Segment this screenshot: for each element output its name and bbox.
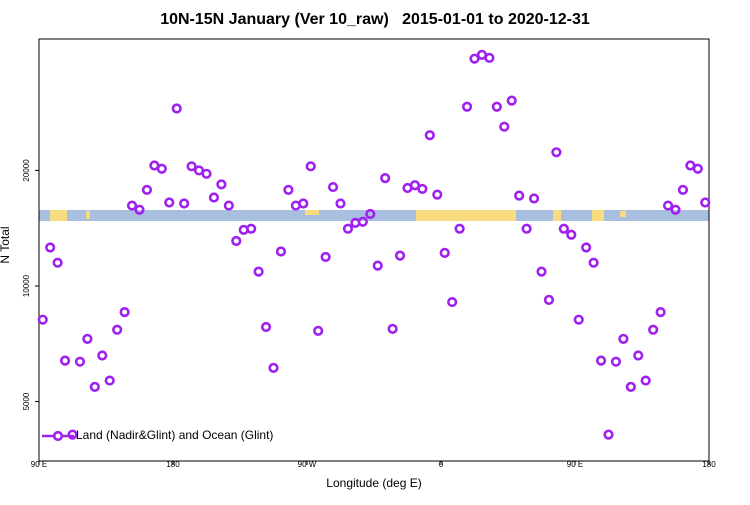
point xyxy=(82,333,93,345)
point xyxy=(320,251,331,263)
point xyxy=(640,375,651,386)
point xyxy=(603,429,614,440)
y-tick-label: 10000 xyxy=(22,274,31,297)
point xyxy=(313,325,324,336)
y-tick-label: 5000 xyxy=(22,392,31,410)
point xyxy=(394,250,406,261)
point xyxy=(417,183,428,195)
point xyxy=(595,355,607,366)
point xyxy=(648,324,659,335)
chart-title: 10N-15N January (Ver 10_raw) 2015-01-01 … xyxy=(160,11,590,28)
point xyxy=(551,147,562,158)
point xyxy=(223,200,234,211)
point xyxy=(97,350,108,361)
point xyxy=(216,179,227,190)
x-axis-label: Longitude (deg E) xyxy=(326,476,421,490)
point xyxy=(112,324,123,335)
point xyxy=(692,163,703,174)
point xyxy=(588,257,599,268)
point xyxy=(74,356,86,367)
point xyxy=(439,247,450,258)
point xyxy=(246,223,257,234)
point xyxy=(67,429,78,440)
point xyxy=(432,189,443,200)
point xyxy=(275,246,287,257)
point xyxy=(283,184,294,195)
point xyxy=(305,161,316,172)
point xyxy=(618,333,629,345)
point xyxy=(469,53,480,64)
point xyxy=(208,192,220,203)
x-tick-label: 180 xyxy=(702,460,716,469)
point xyxy=(581,242,592,253)
point xyxy=(260,321,272,333)
point xyxy=(134,204,145,215)
x-tick-label: 90 E xyxy=(567,460,583,469)
point xyxy=(514,190,525,201)
point xyxy=(573,314,584,325)
point xyxy=(670,204,681,215)
point xyxy=(677,184,689,195)
point xyxy=(164,197,175,208)
point xyxy=(380,173,391,184)
point xyxy=(268,362,279,373)
point xyxy=(633,350,644,361)
point xyxy=(253,266,264,277)
point xyxy=(491,101,502,112)
x-tick-label: 90 W xyxy=(298,460,317,469)
point xyxy=(104,375,115,386)
plot-frame xyxy=(38,38,710,462)
point xyxy=(484,52,495,63)
point xyxy=(499,121,510,132)
point xyxy=(424,130,435,141)
point xyxy=(89,381,100,392)
point xyxy=(610,356,622,367)
point xyxy=(141,184,153,195)
point xyxy=(186,161,197,172)
point xyxy=(335,198,346,209)
point xyxy=(372,260,383,271)
point xyxy=(126,200,138,211)
point xyxy=(536,266,547,277)
point xyxy=(45,242,56,253)
point xyxy=(454,223,465,234)
point xyxy=(662,200,674,211)
point xyxy=(506,95,517,106)
point xyxy=(342,223,354,234)
point xyxy=(461,101,473,112)
x-tick-label: 180 xyxy=(166,460,180,469)
x-tick-label: 0 xyxy=(439,460,444,469)
point xyxy=(52,257,63,268)
point xyxy=(409,180,421,191)
legend-marker xyxy=(52,430,64,442)
point xyxy=(119,307,130,318)
point xyxy=(298,198,309,209)
point xyxy=(365,208,376,220)
point xyxy=(59,355,71,366)
point xyxy=(179,198,190,209)
point xyxy=(528,193,540,204)
point xyxy=(37,314,48,325)
point xyxy=(231,235,242,247)
x-tick-label: 90 E xyxy=(31,460,47,469)
point xyxy=(327,181,339,193)
point xyxy=(201,168,212,179)
y-axis-label: N Total xyxy=(0,226,12,263)
point xyxy=(655,307,666,318)
y-tick-label: 20000 xyxy=(22,159,31,182)
point xyxy=(566,229,577,240)
point xyxy=(558,223,569,234)
point xyxy=(171,103,182,114)
point xyxy=(447,296,458,308)
point xyxy=(625,381,636,392)
legend-label: Land (Nadir&Glint) and Ocean (Glint) xyxy=(76,428,273,442)
point xyxy=(543,294,555,305)
point xyxy=(700,197,711,208)
point xyxy=(521,223,532,234)
point xyxy=(156,163,167,174)
point xyxy=(357,216,368,227)
point xyxy=(387,323,398,335)
